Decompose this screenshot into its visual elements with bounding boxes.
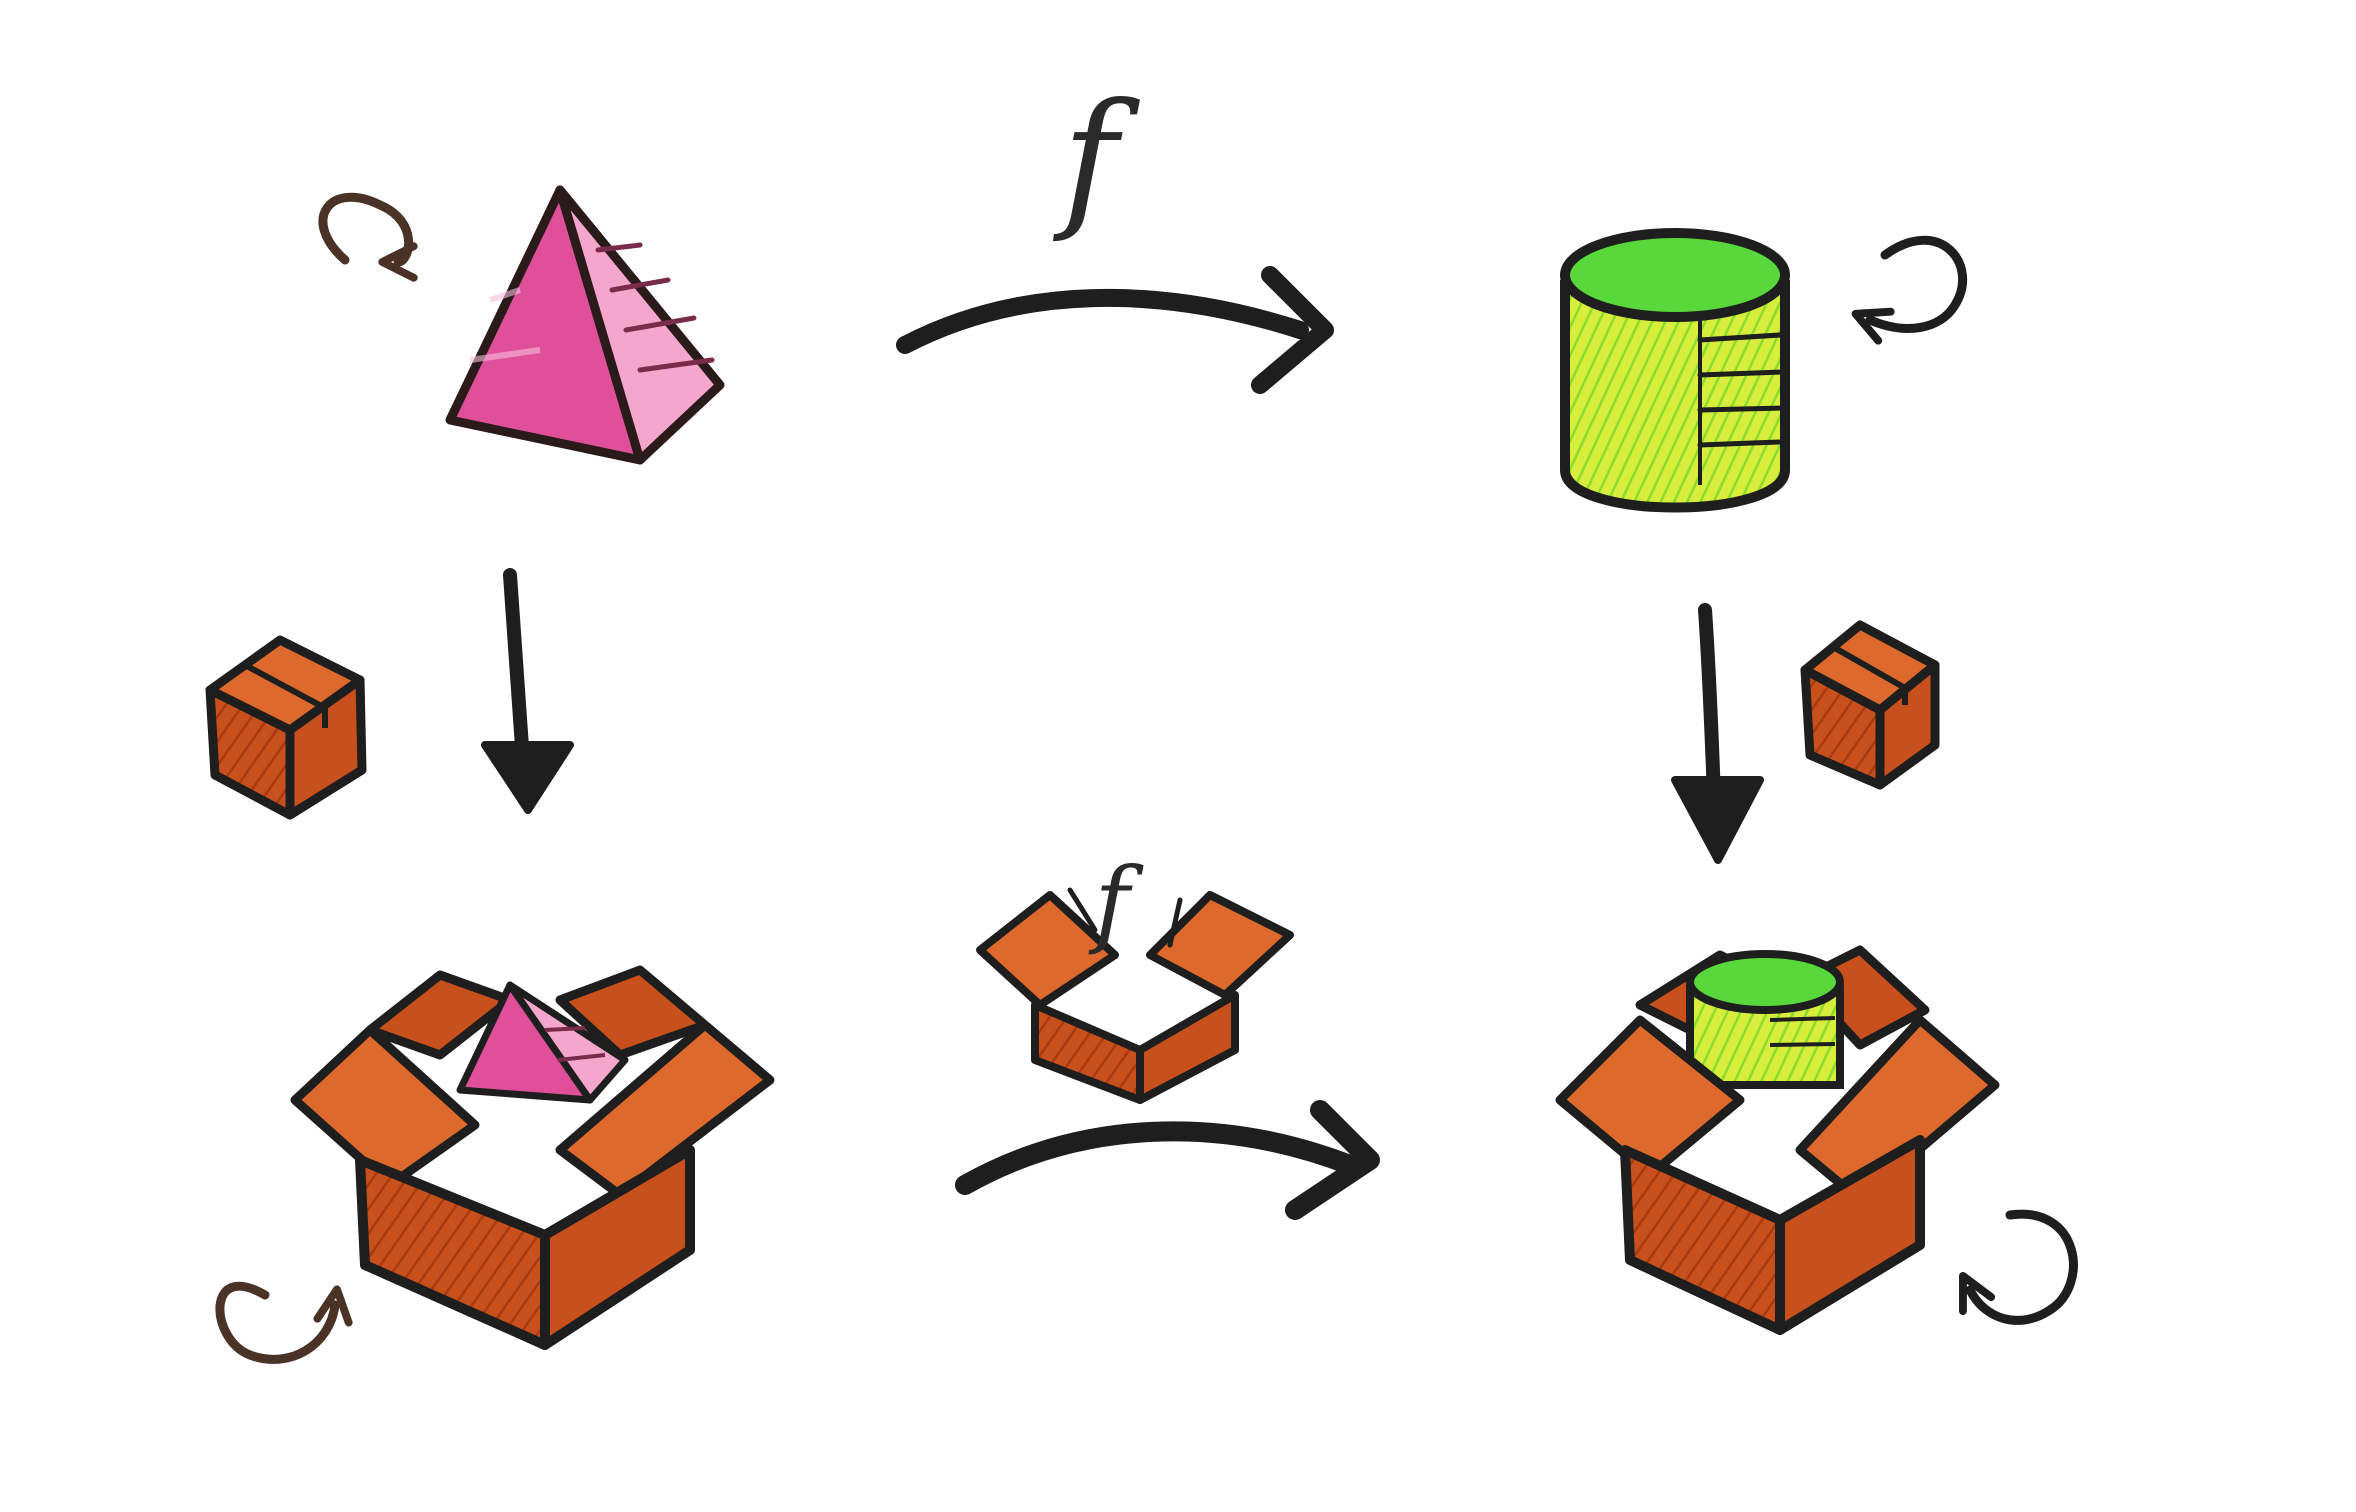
morphism-label: f bbox=[1052, 72, 1140, 246]
loop-arrow-icon bbox=[1959, 1209, 2078, 1325]
loop-arrow-icon bbox=[1851, 235, 1968, 345]
loop-arrow-icon bbox=[215, 1282, 353, 1364]
loop-arrow-icon bbox=[318, 192, 418, 282]
down-arrow-icon bbox=[1671, 603, 1764, 864]
open-box-icon bbox=[976, 887, 1294, 1104]
curved-arrow-icon bbox=[955, 1100, 1380, 1220]
small-box-icon bbox=[1800, 620, 1940, 790]
open-box-icon bbox=[290, 965, 775, 1350]
cylinder-icon bbox=[1560, 228, 1790, 513]
lifted-morphism-label: f bbox=[1088, 848, 1144, 958]
pyramid-icon bbox=[445, 185, 725, 465]
open-box-icon bbox=[1555, 945, 2000, 1335]
down-arrow-icon bbox=[481, 568, 574, 814]
small-box-icon bbox=[205, 635, 367, 820]
curved-arrow-icon bbox=[896, 266, 1334, 394]
